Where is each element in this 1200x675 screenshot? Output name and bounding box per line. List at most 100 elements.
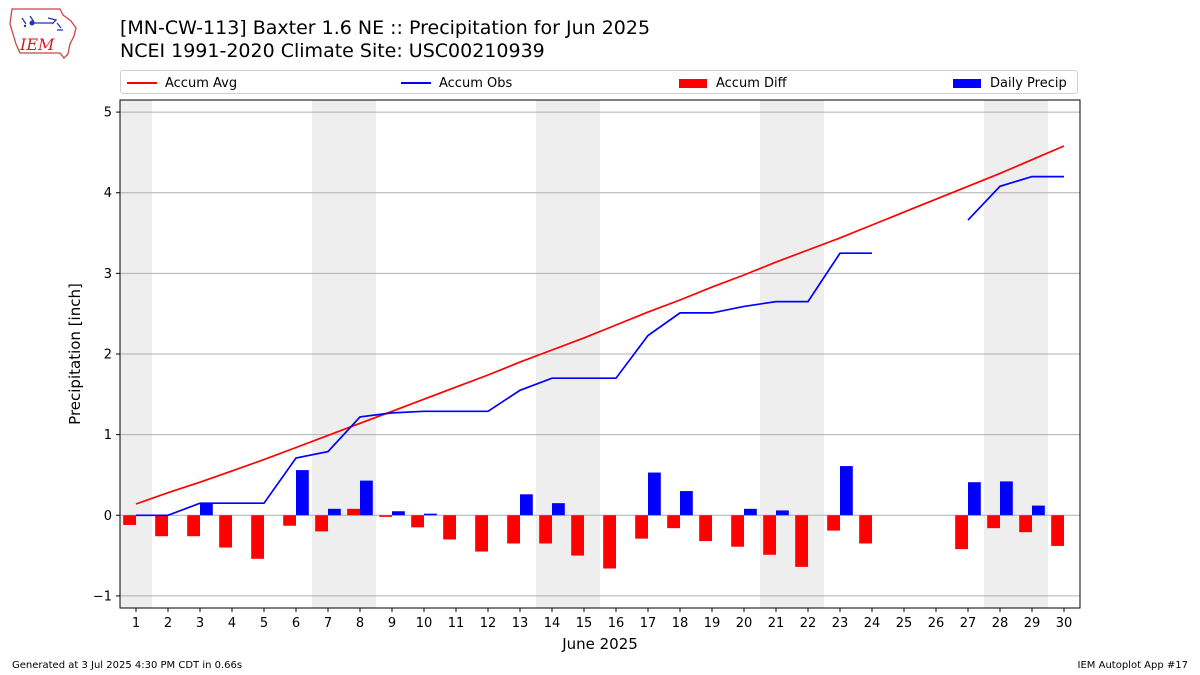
x-tick-label-25: 25 xyxy=(896,616,913,631)
legend-swatch-accum-avg xyxy=(127,82,157,84)
bar-accum-diff-day-12 xyxy=(475,515,488,552)
bar-accum-diff-day-24 xyxy=(859,515,872,544)
x-tick-label-30: 30 xyxy=(1056,616,1073,631)
line-accum-obs-segment-0 xyxy=(136,252,872,517)
legend-label-accum-diff: Accum Diff xyxy=(716,75,787,91)
bar-accum-diff-day-3 xyxy=(187,515,200,537)
bar-daily-precip-day-28 xyxy=(1000,481,1013,516)
bar-accum-diff-day-6 xyxy=(283,515,296,526)
bar-daily-precip-day-8 xyxy=(360,480,373,516)
x-tick-label-6: 6 xyxy=(292,616,300,631)
bar-accum-diff-day-5 xyxy=(251,515,264,559)
bar-accum-diff-day-16 xyxy=(603,515,616,569)
bar-accum-diff-day-1 xyxy=(123,515,136,525)
bar-accum-diff-day-29 xyxy=(1019,515,1032,533)
bar-accum-diff-day-15 xyxy=(571,515,584,556)
logo-text: IEM xyxy=(19,35,55,54)
x-tick-label-8: 8 xyxy=(356,616,364,631)
bar-accum-diff-day-20 xyxy=(731,515,744,547)
bar-daily-precip-day-20 xyxy=(744,508,757,516)
x-tick-label-9: 9 xyxy=(388,616,396,631)
x-tick-label-20: 20 xyxy=(736,616,753,631)
x-tick-label-7: 7 xyxy=(324,616,332,631)
bar-daily-precip-day-3 xyxy=(200,503,213,516)
bar-accum-diff-day-2 xyxy=(155,515,168,537)
iem-logo: IEM xyxy=(9,8,77,59)
x-tick-label-26: 26 xyxy=(928,616,945,631)
legend-item-accum-obs: Accum Obs xyxy=(401,74,512,92)
legend-label-accum-obs: Accum Obs xyxy=(439,75,513,91)
x-tick-label-15: 15 xyxy=(576,616,593,631)
bar-daily-precip-day-18 xyxy=(680,491,693,516)
bar-daily-precip-day-13 xyxy=(520,494,533,516)
bar-accum-diff-day-21 xyxy=(763,515,776,555)
bar-daily-precip-day-10 xyxy=(424,513,437,516)
x-axis-label: June 2025 xyxy=(561,635,638,653)
y-tick-label-5: 5 xyxy=(104,106,112,121)
bar-daily-precip-day-7 xyxy=(328,508,341,516)
x-tick-label-22: 22 xyxy=(800,616,817,631)
bar-accum-diff-day-9 xyxy=(379,515,392,517)
y-tick-label-0: 0 xyxy=(104,509,112,524)
app-note: IEM Autoplot App #17 xyxy=(1077,660,1188,671)
legend-label-daily-precip: Daily Precip xyxy=(990,75,1067,91)
y-tick-label-1: 1 xyxy=(104,428,112,443)
bar-accum-diff-day-17 xyxy=(635,515,648,539)
x-tick-label-14: 14 xyxy=(544,616,561,631)
bar-accum-diff-day-19 xyxy=(699,515,712,542)
legend-swatch-accum-diff xyxy=(679,78,707,88)
bar-accum-diff-day-8 xyxy=(347,508,360,516)
x-tick-label-29: 29 xyxy=(1024,616,1041,631)
bar-daily-precip-day-21 xyxy=(776,510,789,516)
bar-accum-diff-day-13 xyxy=(507,515,520,544)
line-accum-obs-segment-1 xyxy=(967,175,1064,221)
bar-daily-precip-day-17 xyxy=(648,472,661,516)
bar-accum-diff-day-23 xyxy=(827,515,840,531)
x-tick-label-27: 27 xyxy=(960,616,977,631)
bar-daily-precip-day-14 xyxy=(552,503,565,516)
bar-accum-diff-day-4 xyxy=(219,515,232,548)
bar-accum-diff-day-18 xyxy=(667,515,680,529)
chart-subtitle: NCEI 1991-2020 Climate Site: USC00210939 xyxy=(120,40,545,62)
y-axis-label: Precipitation [inch] xyxy=(66,283,84,425)
bar-accum-diff-day-14 xyxy=(539,515,552,544)
x-tick-label-28: 28 xyxy=(992,616,1009,631)
x-tick-label-23: 23 xyxy=(832,616,849,631)
y-tick-label-2: 2 xyxy=(104,348,112,363)
x-tick-label-1: 1 xyxy=(132,616,140,631)
bar-daily-precip-day-6 xyxy=(296,470,309,516)
x-tick-label-12: 12 xyxy=(480,616,497,631)
x-tick-label-21: 21 xyxy=(768,616,785,631)
bar-daily-precip-day-29 xyxy=(1032,505,1045,516)
x-tick-label-2: 2 xyxy=(164,616,172,631)
y-tick-label-3: 3 xyxy=(104,267,112,282)
x-tick-label-19: 19 xyxy=(704,616,721,631)
bar-accum-diff-day-28 xyxy=(987,515,1000,529)
bar-accum-diff-day-11 xyxy=(443,515,456,540)
line-accum-avg-segment-0 xyxy=(135,145,1065,505)
legend-label-accum-avg: Accum Avg xyxy=(165,75,238,91)
x-tick-label-18: 18 xyxy=(672,616,689,631)
y-tick-label-4: 4 xyxy=(104,186,112,201)
x-tick-label-5: 5 xyxy=(260,616,268,631)
legend-item-accum-diff: Accum Diff xyxy=(679,74,787,92)
x-tick-label-3: 3 xyxy=(196,616,204,631)
x-tick-label-4: 4 xyxy=(228,616,236,631)
legend-item-daily-precip: Daily Precip xyxy=(953,74,1067,92)
bar-daily-precip-day-23 xyxy=(840,466,853,516)
legend-item-accum-avg: Accum Avg xyxy=(127,74,237,92)
x-tick-label-13: 13 xyxy=(512,616,529,631)
y-tick-label--1: −1 xyxy=(93,589,112,604)
bar-accum-diff-day-7 xyxy=(315,515,328,532)
legend-swatch-accum-obs xyxy=(401,82,431,84)
x-tick-label-16: 16 xyxy=(608,616,625,631)
bar-accum-diff-day-27 xyxy=(955,515,968,550)
x-tick-label-10: 10 xyxy=(416,616,433,631)
legend-swatch-daily-precip xyxy=(953,78,981,88)
bar-daily-precip-day-9 xyxy=(392,511,405,516)
x-tick-label-24: 24 xyxy=(864,616,881,631)
bar-accum-diff-day-10 xyxy=(411,515,424,528)
legend: Accum Avg Accum Obs Accum Diff Daily Pre… xyxy=(120,70,1078,94)
chart-title: [MN-CW-113] Baxter 1.6 NE :: Precipitati… xyxy=(120,17,651,39)
